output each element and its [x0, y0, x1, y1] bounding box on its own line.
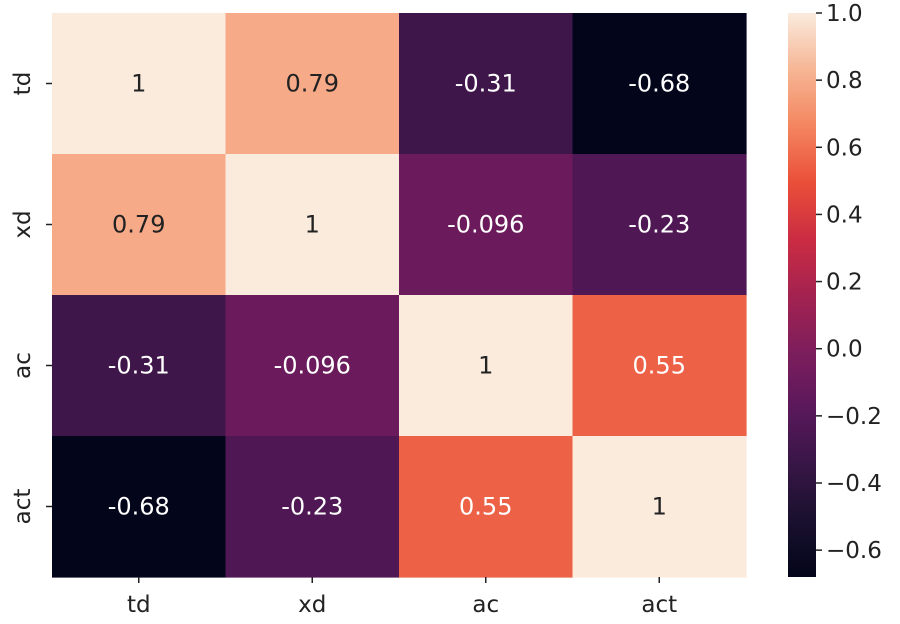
cell-annotation: 1: [652, 493, 667, 521]
heatmap-cell: [399, 13, 574, 155]
cell-annotation: 0.55: [459, 493, 512, 521]
heatmap-cell: [52, 13, 227, 155]
heatmap-cells: 1 0.79 -0.31 -0.68 0.79 1 -0.096 -0.23 -0.31 -0.0…: [52, 13, 747, 578]
cell-annotation: 1: [478, 352, 493, 380]
cell-annotation: -0.23: [281, 493, 343, 521]
cell-annotation: 0.55: [633, 352, 686, 380]
cell-annotation: -0.31: [455, 70, 517, 98]
cell-annotation: 1: [131, 70, 146, 98]
heatmap-cell: [52, 436, 227, 578]
colorbar-tick-label: 0.0: [826, 337, 863, 363]
x-tick-label: ac: [472, 592, 499, 618]
heatmap-cell: [225, 13, 400, 155]
colorbar-ticks: 1.0 0.8 0.6 0.4 0.2 0.0 −0.2 −0.4 −0.6: [816, 1, 882, 564]
heatmap-cell: [572, 436, 747, 578]
heatmap-cell: [399, 436, 574, 578]
cell-annotation: -0.31: [108, 352, 170, 380]
y-tick-label: td: [10, 72, 36, 96]
cell-annotation: -0.096: [274, 352, 351, 380]
colorbar-tick-label: 0.2: [826, 270, 863, 296]
heatmap-cell: [399, 295, 574, 437]
colorbar-tick-label: 1.0: [826, 1, 863, 27]
colorbar: [788, 13, 816, 577]
y-tick-label: xd: [10, 210, 36, 238]
cell-annotation: 1: [305, 211, 320, 239]
heatmap-cell: [52, 295, 227, 437]
cell-annotation: -0.096: [447, 211, 524, 239]
cell-annotation: 0.79: [112, 211, 165, 239]
heatmap-cell: [399, 154, 574, 296]
y-tick-label: ac: [10, 352, 36, 379]
cell-annotation: -0.68: [628, 70, 690, 98]
colorbar-tick-label: −0.4: [826, 471, 882, 497]
x-tick-label: td: [127, 592, 151, 618]
heatmap-cell: [225, 436, 400, 578]
x-tick-label: xd: [298, 592, 326, 618]
heatmap-cell: [572, 295, 747, 437]
x-axis-ticks: td xd ac act: [127, 577, 677, 618]
heatmap-cell: [225, 154, 400, 296]
colorbar-tick-label: 0.4: [826, 202, 863, 228]
heatmap-cell: [225, 295, 400, 437]
y-tick-label: act: [10, 489, 36, 525]
heatmap-cell: [572, 13, 747, 155]
colorbar-tick-label: −0.6: [826, 538, 882, 564]
y-axis-ticks: td xd ac act: [10, 72, 52, 525]
colorbar-tick-label: 0.6: [826, 135, 863, 161]
colorbar-tick-label: −0.2: [826, 404, 882, 430]
x-tick-label: act: [641, 592, 677, 618]
colorbar-tick-label: 0.8: [826, 68, 863, 94]
heatmap-cell: [572, 154, 747, 296]
cell-annotation: -0.68: [108, 493, 170, 521]
cell-annotation: 0.79: [286, 70, 339, 98]
cell-annotation: -0.23: [628, 211, 690, 239]
heatmap-cell: [52, 154, 227, 296]
